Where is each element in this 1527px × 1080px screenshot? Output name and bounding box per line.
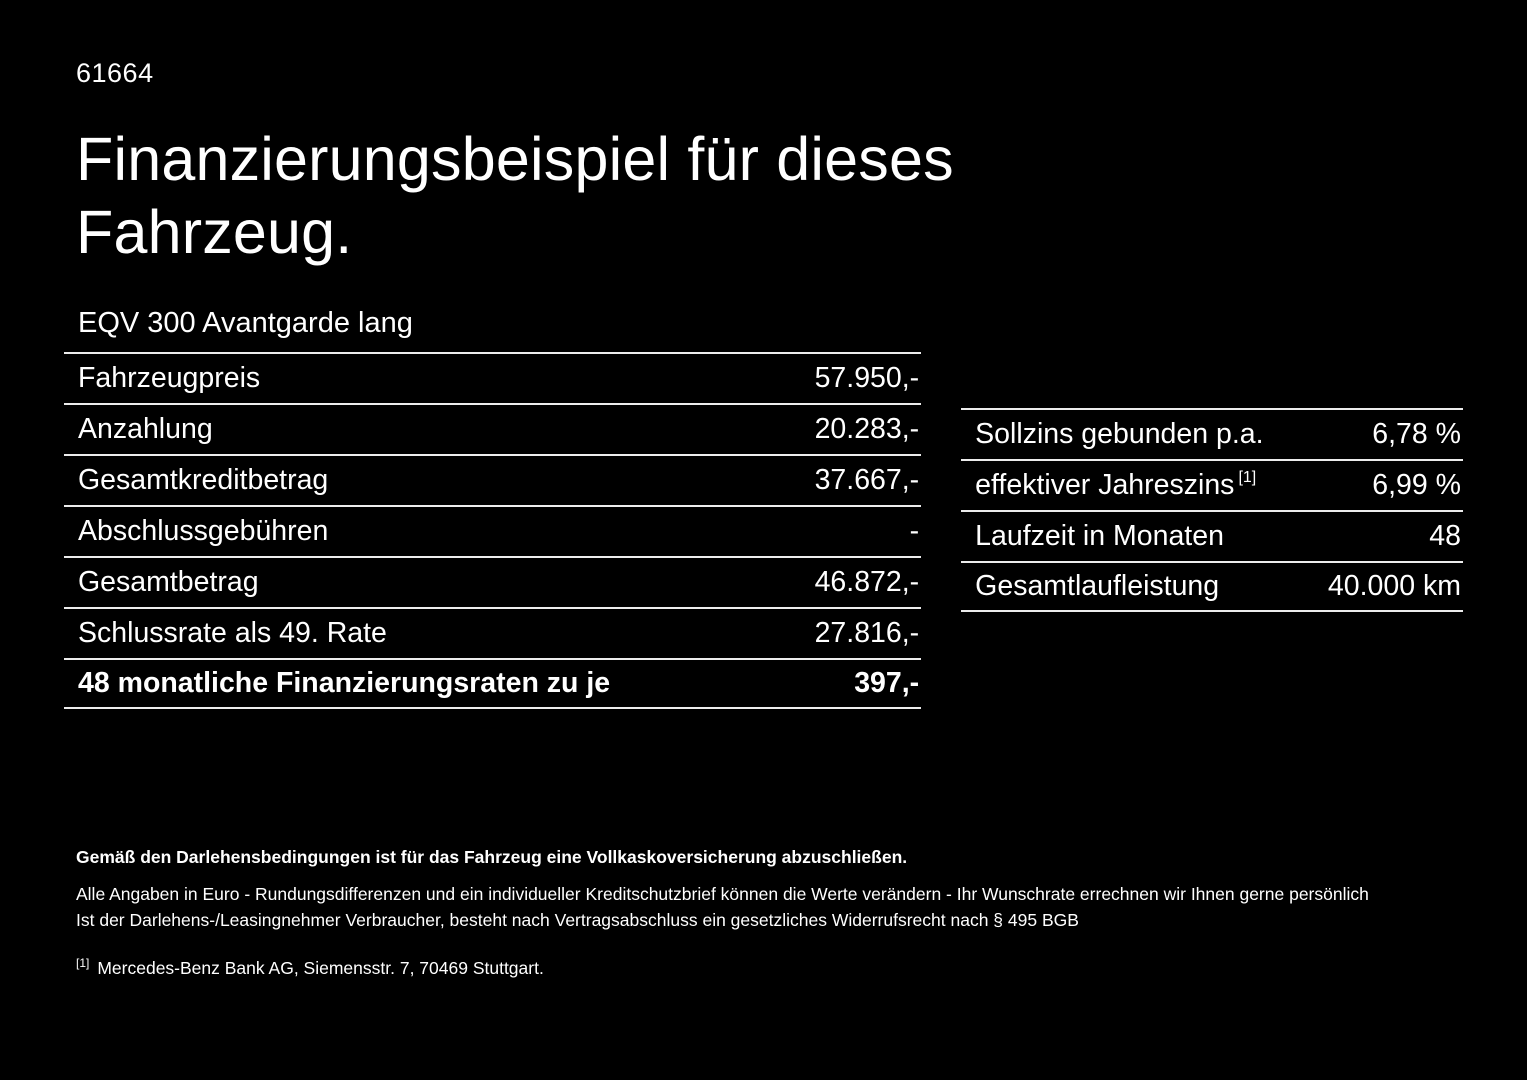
fine-print-widerrufsrecht-note: Ist der Darlehens-/Leasingnehmer Verbrau… [76,910,1079,930]
footnote-marker: [1] [76,955,90,970]
row-value: 40.000 km [1327,570,1461,603]
table-row-effektiver-jahreszins: effektiver Jahreszins [1] 6,99 % [961,459,1463,510]
table-row-gesamtbetrag: Gesamtbetrag 46.872,- [64,556,922,607]
row-value: 57.950,- [814,362,920,395]
vehicle-model-label: EQV 300 Avantgarde lang [78,307,413,340]
fine-print-insurance-note: Gemäß den Darlehensbedingungen ist für d… [76,847,908,867]
row-label: Schlussrate als 49. Rate [78,617,387,650]
row-value: 6,99 % [1372,469,1461,502]
fine-print-block: Gemäß den Darlehensbedingungen ist für d… [76,845,1476,980]
row-label: Laufzeit in Monaten [975,520,1224,553]
table-row-monatsrate: 48 monatliche Finanzierungsraten zu je 3… [64,658,922,710]
table-row-schlussrate: Schlussrate als 49. Rate 27.816,- [64,607,922,658]
row-label-text: effektiver Jahreszins [975,469,1235,502]
table-row-anzahlung: Anzahlung 20.283,- [64,403,922,454]
row-label: Anzahlung [78,413,213,446]
row-label: Sollzins gebunden p.a. [975,418,1264,451]
row-label: effektiver Jahreszins [1] [975,469,1256,502]
row-label: 48 monatliche Finanzierungsraten zu je [78,667,611,700]
reference-number: 61664 [76,58,154,88]
table-row-gesamtlaufleistung: Gesamtlaufleistung 40.000 km [961,561,1463,613]
table-row-laufzeit: Laufzeit in Monaten 48 [961,510,1463,561]
table-row-abschlussgebuehren: Abschlussgebühren - [64,505,922,556]
table-row-sollzins: Sollzins gebunden p.a. 6,78 % [961,408,1463,459]
row-label: Gesamtlaufleistung [975,570,1220,603]
page-content: 61664 Finanzierungsbeispiel für dieses F… [64,58,1463,710]
row-value: 46.872,- [814,566,920,599]
row-label: Fahrzeugpreis [78,362,261,395]
row-value: 48 [1429,520,1461,553]
row-value: 20.283,- [814,413,920,446]
footnote-reference-mark: [1] [1238,468,1257,486]
tables-layout: Fahrzeugpreis 57.950,- Anzahlung 20.283,… [64,352,1463,710]
fine-print-euro-note: Alle Angaben in Euro - Rundungsdifferenz… [76,883,1369,904]
conditions-table: Sollzins gebunden p.a. 6,78 % effektiver… [961,408,1463,613]
row-label: Gesamtkreditbetrag [78,464,329,497]
row-value: 27.816,- [814,617,920,650]
finance-table: Fahrzeugpreis 57.950,- Anzahlung 20.283,… [64,352,922,710]
row-value: - [909,515,920,548]
table-row-gesamtkreditbetrag: Gesamtkreditbetrag 37.667,- [64,454,922,505]
table-row-fahrzeugpreis: Fahrzeugpreis 57.950,- [64,352,922,403]
row-label: Gesamtbetrag [78,566,259,599]
row-value: 37.667,- [814,464,920,497]
row-value: 397,- [854,667,920,700]
row-label: Abschlussgebühren [78,515,329,548]
row-value: 6,78 % [1372,418,1461,451]
page-title: Finanzierungsbeispiel für dieses Fahrzeu… [76,125,954,267]
footnote-text: Mercedes-Benz Bank AG, Siemensstr. 7, 70… [97,957,544,978]
footnote-bank-address: [1] Mercedes-Benz Bank AG, Siemensstr. 7,… [76,955,1476,980]
